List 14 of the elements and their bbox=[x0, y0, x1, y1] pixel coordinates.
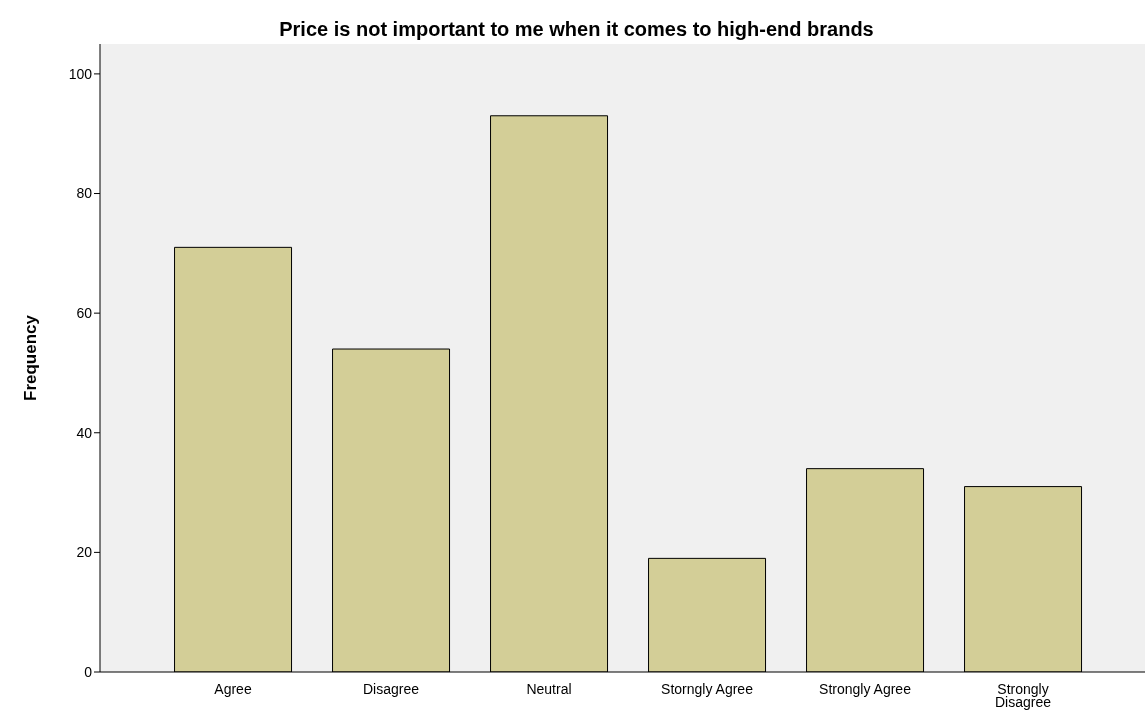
y-tick-label: 0 bbox=[84, 663, 93, 680]
x-tick-label: Storngly Agree bbox=[661, 681, 754, 697]
chart-title: Price is not important to me when it comes to high-end brands bbox=[278, 18, 875, 41]
y-tick-label: 60 bbox=[76, 305, 93, 322]
y-axis-title: Frequency bbox=[21, 314, 41, 401]
y-tick-label: 100 bbox=[68, 65, 93, 82]
x-tick-label: Agree bbox=[214, 681, 252, 697]
y-tick-label: 80 bbox=[76, 185, 93, 202]
x-tick-label: Strongly Agree bbox=[819, 681, 912, 697]
y-tick-label: 20 bbox=[76, 544, 93, 561]
x-tick-label: Neutral bbox=[526, 681, 572, 697]
y-tick-label: 40 bbox=[76, 424, 93, 441]
x-tick-label: Disagree bbox=[362, 681, 420, 697]
x-tick-label: Strongly Disagree bbox=[994, 681, 1052, 710]
